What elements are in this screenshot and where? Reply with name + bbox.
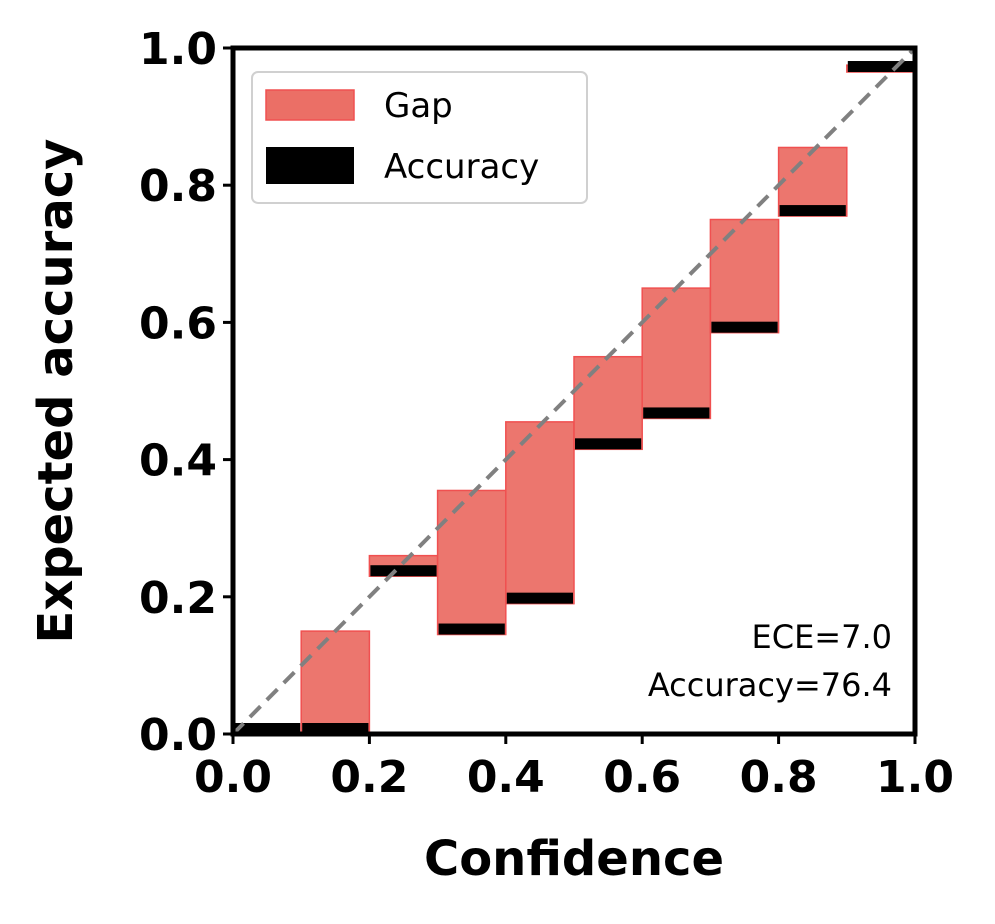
y-tick-label: 0.8 bbox=[139, 161, 217, 212]
x-tick-label: 1.0 bbox=[876, 752, 954, 803]
legend-swatch-accuracy bbox=[266, 147, 354, 184]
ece-text: ECE=7.0 bbox=[752, 618, 892, 656]
plot-frame bbox=[230, 45, 918, 737]
gap-bar bbox=[300, 630, 371, 735]
y-tick-label: 1.0 bbox=[139, 24, 217, 75]
legend: Gap Accuracy bbox=[251, 71, 588, 204]
perfect-calibration-line bbox=[231, 46, 917, 736]
bars-layer bbox=[234, 61, 916, 735]
x-tick-label: 0.4 bbox=[467, 752, 545, 803]
accuracy-bar bbox=[779, 205, 846, 217]
accuracy-bar bbox=[575, 438, 642, 450]
x-tick-label: 0.6 bbox=[603, 752, 681, 803]
accuracy-bar bbox=[643, 407, 710, 419]
y-tick-label: 0.2 bbox=[139, 573, 217, 624]
accuracy-bar bbox=[370, 565, 437, 577]
y-axis-label: Expected accuracy bbox=[28, 139, 84, 644]
accuracy-text: Accuracy=76.4 bbox=[648, 666, 892, 704]
gap-bar bbox=[436, 489, 507, 636]
gap-bar bbox=[777, 146, 848, 217]
accuracy-bar bbox=[711, 321, 778, 333]
x-tick-label: 0.0 bbox=[194, 752, 272, 803]
y-tick-label: 0.6 bbox=[139, 298, 217, 349]
axes-layer: 0.0 0.2 0.4 0.6 0.8 1.0 0.0 0.2 0.4 0.6 0.8 1.0 Conf… bbox=[28, 24, 954, 887]
diagonal-layer bbox=[231, 46, 917, 736]
accuracy-bar bbox=[302, 723, 369, 734]
x-axis-label: Confidence bbox=[424, 831, 724, 887]
accuracy-bar bbox=[234, 723, 301, 734]
legend-label-accuracy: Accuracy bbox=[384, 147, 539, 187]
gap-bar bbox=[641, 287, 712, 420]
gap-bar bbox=[505, 421, 575, 605]
gap-bar bbox=[709, 218, 780, 334]
x-tick-label: 0.2 bbox=[330, 752, 408, 803]
legend-swatch-gap bbox=[265, 89, 355, 121]
legend-label-gap: Gap bbox=[384, 86, 453, 126]
y-tick-label: 0.4 bbox=[139, 436, 217, 487]
gap-bar bbox=[573, 355, 643, 451]
annotation-box: ECE=7.0 Accuracy=76.4 bbox=[648, 618, 892, 704]
y-tick-label: 0.0 bbox=[139, 710, 217, 761]
x-tick-label: 0.8 bbox=[740, 752, 818, 803]
accuracy-bar bbox=[506, 592, 573, 604]
accuracy-bar bbox=[847, 61, 914, 73]
accuracy-bar bbox=[438, 623, 505, 635]
